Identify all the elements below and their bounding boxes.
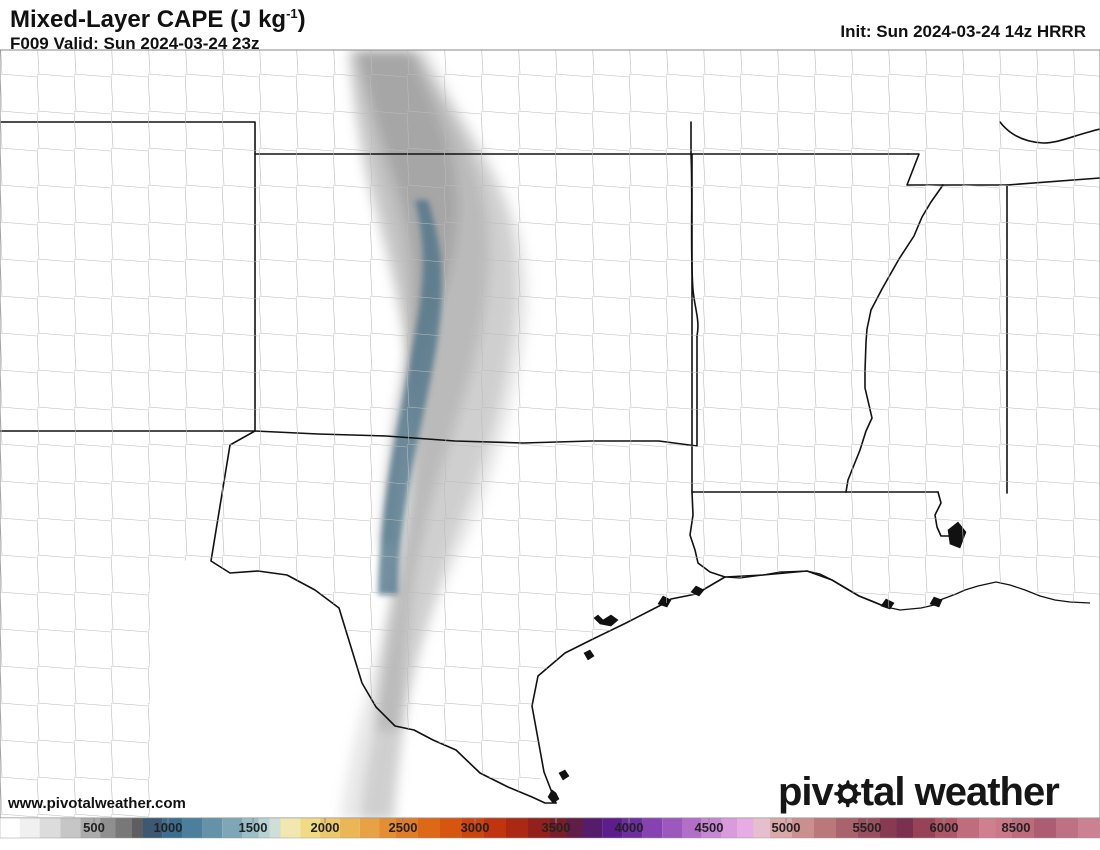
svg-text:1500: 1500: [239, 820, 268, 835]
svg-text:1000: 1000: [154, 820, 183, 835]
svg-text:500: 500: [83, 820, 105, 835]
svg-text:8500: 8500: [1002, 820, 1031, 835]
svg-text:3500: 3500: [542, 820, 571, 835]
svg-text:4000: 4000: [615, 820, 644, 835]
svg-text:2000: 2000: [311, 820, 340, 835]
svg-text:4500: 4500: [695, 820, 724, 835]
svg-text:5000: 5000: [772, 820, 801, 835]
svg-text:6000: 6000: [930, 820, 959, 835]
svg-text:5500: 5500: [853, 820, 882, 835]
svg-text:2500: 2500: [389, 820, 418, 835]
svg-text:3000: 3000: [461, 820, 490, 835]
